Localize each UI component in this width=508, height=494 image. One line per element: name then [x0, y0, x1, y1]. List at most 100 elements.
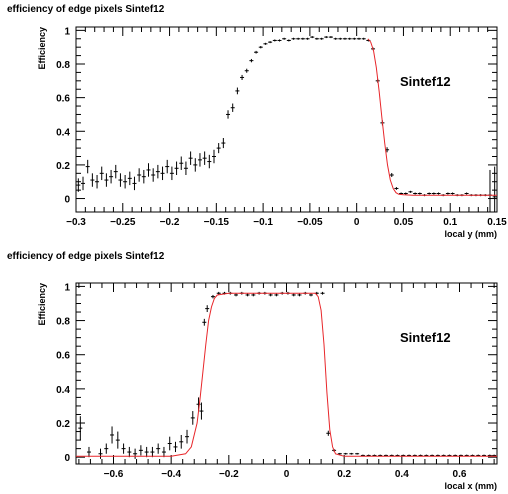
data-point	[161, 446, 166, 458]
data-point	[291, 293, 296, 297]
data-point	[337, 452, 342, 455]
fit-curve	[367, 38, 497, 196]
x-tick-label: 0.05	[394, 217, 414, 228]
x-tick-label: 0.4	[395, 469, 409, 480]
y-tick-label: 0.2	[56, 419, 70, 430]
data-point	[328, 36, 333, 39]
y-axis-label: Efficiency	[37, 283, 47, 326]
data-point	[226, 110, 231, 119]
data-point	[205, 305, 210, 313]
x-axis-label: local y (mm)	[444, 229, 497, 239]
plot-frame	[75, 26, 498, 213]
data-point	[110, 426, 115, 444]
data-point	[95, 175, 100, 189]
data-point	[235, 87, 240, 95]
data-point	[343, 452, 348, 455]
data-point	[121, 443, 126, 454]
data-point	[305, 37, 310, 40]
data-point	[210, 294, 215, 299]
data-point	[417, 192, 422, 195]
annotation-label: Sintef12	[400, 74, 451, 89]
data-point	[254, 50, 259, 54]
data-point	[81, 176, 86, 191]
data-point	[389, 172, 394, 178]
x-tick-label: 0.15	[487, 217, 507, 228]
data-point	[202, 151, 207, 165]
y-tick-label: 0.6	[56, 351, 70, 362]
data-point	[249, 58, 254, 63]
data-point	[413, 192, 418, 195]
data-point	[169, 166, 174, 181]
data-point	[115, 431, 120, 449]
data-point	[296, 37, 301, 40]
data-point	[183, 161, 188, 175]
data-point	[352, 37, 357, 40]
data-point	[144, 446, 149, 458]
data-point	[326, 430, 331, 436]
data-point	[309, 293, 314, 297]
chart-title: efficiency of edge pixels Sintef12	[7, 4, 165, 15]
data-point	[199, 402, 204, 420]
y-tick-label: 0.4	[56, 127, 70, 138]
data-point	[118, 173, 123, 187]
data-point	[338, 37, 343, 40]
y-tick-label: 1	[64, 282, 70, 293]
data-point	[160, 166, 165, 181]
data-point	[492, 166, 497, 212]
data-point	[173, 441, 178, 453]
data-point	[109, 169, 114, 184]
data-point	[127, 171, 132, 186]
data-point	[263, 42, 268, 45]
data-point	[132, 176, 137, 191]
chart-title: efficiency of edge pixels Sintef12	[7, 251, 165, 262]
y-tick-label: 0	[64, 195, 70, 206]
data-point	[78, 416, 83, 441]
data-point	[357, 37, 362, 40]
data-point	[314, 37, 319, 40]
data-point	[286, 39, 291, 42]
data-point	[230, 103, 235, 112]
data-point	[197, 153, 202, 167]
data-point	[156, 443, 161, 454]
x-tick-label: −0.3	[66, 217, 86, 228]
data-point	[258, 46, 263, 49]
x-tick-label: −0.2	[219, 469, 239, 480]
data-point	[445, 192, 450, 195]
data-point	[297, 293, 302, 297]
chart-panel-local-x: efficiency of edge pixels Sintef12 0 0.2 0…	[0, 247, 508, 494]
data-point	[190, 411, 195, 425]
data-point	[174, 161, 179, 175]
data-point	[86, 446, 91, 458]
data-point	[324, 36, 329, 39]
data-point	[202, 318, 207, 326]
data-point	[291, 37, 296, 40]
data-point	[211, 149, 216, 164]
y-tick-label: 0.8	[56, 317, 70, 328]
data-point	[179, 156, 184, 170]
data-point	[342, 37, 347, 40]
data-point	[244, 68, 249, 73]
data-point	[150, 446, 155, 458]
x-tick-label: 0.1	[443, 217, 457, 228]
data-point	[436, 192, 441, 195]
data-point	[333, 37, 338, 40]
data-point	[104, 173, 109, 187]
x-axis-label: local x (mm)	[444, 481, 497, 491]
data-point	[268, 293, 273, 297]
data-point	[268, 41, 273, 44]
data-point	[361, 37, 366, 40]
data-point	[207, 154, 212, 169]
x-tick-label: 0	[284, 469, 290, 480]
data-point	[104, 443, 109, 454]
x-tick-label: 0.2	[337, 469, 351, 480]
data-point	[90, 173, 95, 187]
y-tick-label: 0	[64, 453, 70, 464]
y-tick-label: 1	[64, 26, 70, 37]
data-points	[78, 291, 497, 459]
data-point	[216, 291, 221, 295]
x-tick-label: 0.6	[453, 469, 467, 480]
data-point	[113, 164, 118, 179]
data-point	[193, 158, 198, 172]
data-point	[274, 293, 279, 297]
data-point	[133, 448, 138, 459]
